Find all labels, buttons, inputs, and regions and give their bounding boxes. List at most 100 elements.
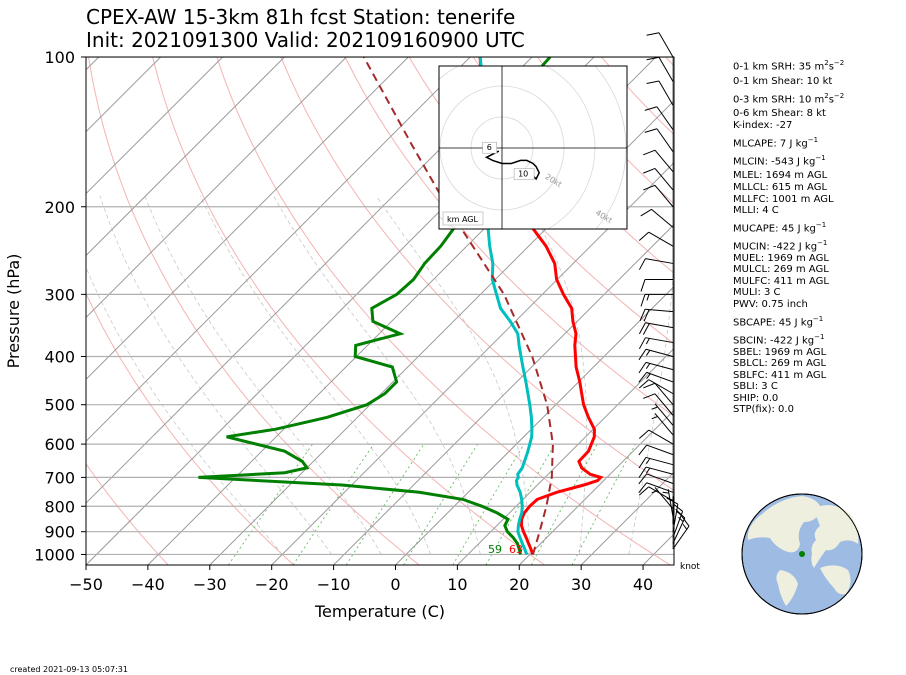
stat-row: 0-3 km SRH: 10 m2s−2 bbox=[733, 91, 845, 105]
globe-land-africa bbox=[820, 565, 851, 595]
stat-row: MULCL: 269 m AGL bbox=[733, 264, 829, 276]
wind-barb bbox=[639, 308, 674, 322]
globe-land-north-america bbox=[747, 496, 822, 553]
wind-barb bbox=[638, 231, 674, 247]
station-location-dot bbox=[799, 551, 805, 557]
stat-row: K-index: -27 bbox=[733, 120, 793, 132]
mixing-ratio-line bbox=[403, 443, 478, 565]
wind-barb bbox=[651, 413, 674, 436]
wind-barb bbox=[638, 337, 674, 350]
stat-row: MLCAPE: 7 J kg−1 bbox=[733, 135, 819, 149]
stat-row: PWV: 0.75 inch bbox=[733, 299, 808, 311]
svg-text:10: 10 bbox=[518, 170, 528, 179]
mixing-ratio-line bbox=[452, 443, 525, 565]
isotherm-line bbox=[580, 471, 674, 565]
stat-row: 0-1 km Shear: 10 kt bbox=[733, 75, 833, 87]
dry-adiabat-line bbox=[86, 462, 169, 565]
wind-units-label: knot bbox=[680, 562, 700, 572]
wind-barb bbox=[643, 149, 674, 172]
wind-barb bbox=[646, 56, 674, 82]
stat-row: SHIP: 0.0 bbox=[733, 392, 779, 404]
y-tick-label: 200 bbox=[44, 198, 75, 217]
y-axis-label: Pressure (hPa) bbox=[4, 254, 23, 369]
surface-temperature-label: 63 bbox=[509, 543, 523, 556]
wind-barb bbox=[638, 361, 674, 374]
moist-adiabat-line bbox=[521, 195, 587, 555]
y-tick-label: 300 bbox=[44, 285, 75, 304]
mixing-ratio-line bbox=[530, 443, 598, 565]
parcel-path-line bbox=[362, 57, 554, 555]
dry-adiabat-line bbox=[152, 57, 545, 565]
chart-title-line2: Init: 2021091300 Valid: 202109160900 UTC bbox=[86, 28, 525, 52]
wind-barb bbox=[640, 293, 673, 307]
x-tick-label: −50 bbox=[69, 575, 103, 594]
y-tick-label: 900 bbox=[44, 523, 75, 542]
x-tick-label: −40 bbox=[131, 575, 165, 594]
stat-row: SBLFC: 411 m AGL bbox=[733, 369, 827, 381]
hodograph-legend: km AGL bbox=[442, 211, 484, 226]
wind-barb bbox=[638, 486, 674, 502]
dry-adiabat-line bbox=[472, 57, 674, 274]
plot-frame bbox=[85, 56, 675, 566]
x-tick-label: 40 bbox=[633, 575, 653, 594]
mixing-ratio-line bbox=[345, 443, 425, 565]
stat-row: 0-1 km SRH: 35 m2s−2 bbox=[733, 59, 845, 73]
wind-barb bbox=[640, 208, 674, 228]
isotherm-line bbox=[333, 223, 674, 565]
wind-barb bbox=[643, 382, 674, 406]
hodograph-height-label: 6 bbox=[482, 141, 497, 154]
wind-barb bbox=[640, 278, 673, 292]
x-tick-label: −30 bbox=[193, 575, 227, 594]
wind-barb bbox=[638, 444, 674, 456]
x-tick-label: 0 bbox=[390, 575, 400, 594]
mixing-ratio-line bbox=[571, 443, 636, 565]
y-tick-label: 700 bbox=[44, 468, 75, 487]
x-tick-label: −20 bbox=[255, 575, 289, 594]
stat-row: SBLI: 3 C bbox=[733, 381, 778, 393]
stat-row: MLLCL: 615 m AGL bbox=[733, 182, 828, 194]
hodograph-height-label: 10 bbox=[513, 168, 535, 180]
wind-barb bbox=[646, 80, 674, 106]
wind-barb bbox=[638, 473, 674, 485]
location-globe bbox=[741, 493, 863, 615]
wind-barb bbox=[638, 322, 674, 335]
y-tick-label: 500 bbox=[44, 396, 75, 415]
created-timestamp: created 2021-09-13 05:07:31 bbox=[10, 665, 128, 674]
isotherm-line bbox=[271, 161, 674, 565]
wind-barb bbox=[644, 128, 674, 152]
isotherm-line bbox=[86, 57, 471, 442]
wind-barb bbox=[646, 32, 674, 58]
wind-barbs bbox=[638, 32, 690, 550]
stat-row: SBCAPE: 45 J kg−1 bbox=[733, 314, 824, 328]
wind-barb bbox=[638, 466, 674, 478]
x-axis-label: Temperature (C) bbox=[314, 602, 445, 621]
wind-barb bbox=[638, 429, 674, 445]
svg-text:km AGL: km AGL bbox=[447, 215, 479, 224]
y-tick-label: 800 bbox=[44, 497, 75, 516]
wind-barb bbox=[643, 393, 674, 416]
wind-barb bbox=[638, 482, 674, 493]
stat-row: MULFC: 411 m AGL bbox=[733, 275, 829, 287]
y-tick-label: 400 bbox=[44, 348, 75, 367]
wind-barb bbox=[643, 184, 674, 208]
x-tick-label: −10 bbox=[317, 575, 351, 594]
moist-adiabat-line bbox=[273, 195, 481, 555]
isotherm-line bbox=[457, 347, 674, 565]
stat-row: MLEL: 1694 m AGL bbox=[733, 170, 828, 182]
wind-barb bbox=[672, 508, 686, 544]
stat-row: 0-6 km Shear: 8 kt bbox=[733, 108, 826, 120]
dry-adiabat-line bbox=[86, 292, 295, 565]
stat-row: MLLI: 4 C bbox=[733, 205, 779, 217]
wind-barb bbox=[662, 489, 674, 517]
globe-land-south-america bbox=[776, 570, 798, 606]
isotherm-line bbox=[86, 57, 285, 257]
isotherm-line bbox=[86, 57, 347, 319]
moist-adiabat-line bbox=[144, 195, 382, 555]
stat-row: MUCAPE: 45 J kg−1 bbox=[733, 220, 827, 235]
stat-row: MULI: 3 C bbox=[733, 287, 781, 299]
wind-barb bbox=[638, 258, 674, 270]
stat-row: MUCIN: -422 J kg−1 bbox=[733, 238, 828, 253]
isotherm-line bbox=[86, 57, 223, 195]
